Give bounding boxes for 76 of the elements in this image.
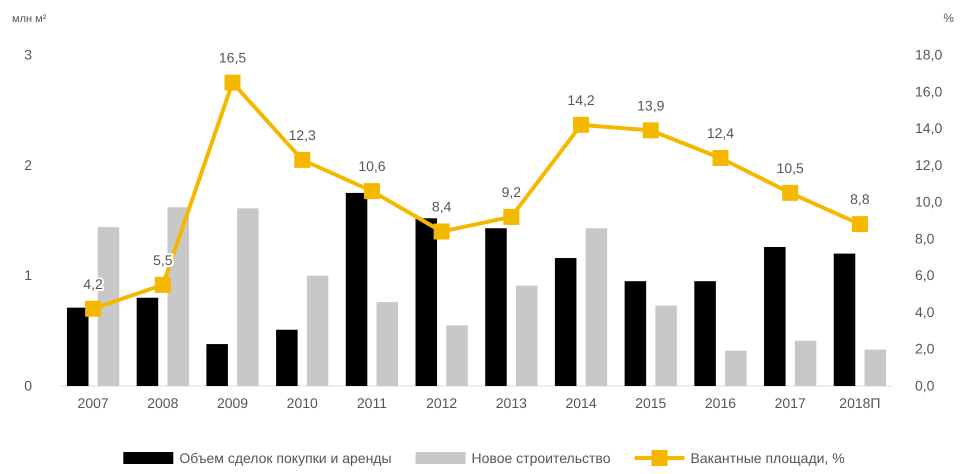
data-label: 8,4 bbox=[432, 198, 452, 215]
x-tick-label: 2012 bbox=[426, 394, 458, 411]
point bbox=[642, 122, 659, 138]
bar bbox=[66, 308, 88, 386]
bar bbox=[346, 192, 368, 386]
data-label: 14,2 bbox=[567, 92, 595, 108]
bar bbox=[694, 281, 716, 386]
x-tick-label: 2014 bbox=[565, 394, 597, 411]
y2-tick-label: 18,0 bbox=[915, 46, 942, 62]
bar bbox=[416, 218, 438, 386]
data-label: 16,5 bbox=[218, 50, 246, 66]
y-tick-label: 2 bbox=[24, 156, 32, 173]
bar bbox=[446, 325, 468, 386]
bar bbox=[794, 340, 816, 386]
data-label: 9,2 bbox=[502, 184, 522, 200]
legend-label: Вакантные площади, % bbox=[690, 450, 845, 466]
point bbox=[503, 208, 520, 225]
bar bbox=[725, 350, 747, 386]
data-label: 10,5 bbox=[776, 160, 804, 176]
data-label: 13,9 bbox=[637, 97, 665, 114]
x-tick-label: 2017 bbox=[774, 394, 806, 411]
x-tick-label: 2007 bbox=[78, 394, 109, 411]
bar bbox=[276, 330, 298, 386]
y2-tick-label: 6,0 bbox=[915, 267, 935, 284]
x-tick-label: 2009 bbox=[216, 394, 248, 411]
legend-label: Новое строительство bbox=[472, 450, 611, 466]
y2-tick-label: 10,0 bbox=[915, 194, 942, 210]
point bbox=[154, 276, 171, 293]
y-axis-title: млн м² bbox=[12, 13, 47, 25]
y2-tick-label: 4,0 bbox=[915, 304, 935, 320]
y2-axis-title: % bbox=[943, 11, 954, 25]
legend-label: Объем сделок покупки и аренды bbox=[179, 450, 392, 466]
point bbox=[364, 183, 380, 200]
y2-tick-label: 8,0 bbox=[915, 230, 935, 246]
x-tick-label: 2018П bbox=[839, 394, 880, 411]
data-label: 4,2 bbox=[83, 276, 104, 292]
bar bbox=[586, 228, 608, 386]
x-tick-label: 2016 bbox=[704, 394, 736, 411]
y2-tick-label: 12,0 bbox=[915, 156, 942, 173]
y2-tick-label: 16,0 bbox=[915, 83, 942, 100]
x-tick-label: 2011 bbox=[356, 394, 388, 411]
point bbox=[434, 224, 450, 240]
x-tick-label: 2008 bbox=[147, 394, 179, 411]
y2-tick-label: 0,0 bbox=[915, 377, 935, 394]
bar bbox=[764, 246, 786, 386]
bar bbox=[376, 302, 398, 386]
bar bbox=[516, 286, 538, 386]
bar bbox=[834, 254, 856, 386]
data-label: 12,3 bbox=[288, 126, 316, 143]
point bbox=[782, 184, 798, 201]
point bbox=[712, 150, 728, 166]
bar bbox=[864, 350, 886, 386]
point bbox=[573, 116, 590, 133]
bar bbox=[306, 276, 328, 386]
x-tick-label: 2013 bbox=[496, 394, 528, 411]
x-tick-label: 2015 bbox=[635, 394, 667, 411]
y2-tick-label: 14,0 bbox=[915, 120, 942, 136]
point bbox=[85, 300, 102, 317]
y-tick-label: 0 bbox=[24, 377, 32, 394]
point bbox=[852, 216, 868, 232]
bar bbox=[624, 281, 646, 386]
bar bbox=[485, 228, 507, 386]
bar bbox=[237, 208, 259, 386]
bar bbox=[655, 305, 677, 386]
point bbox=[294, 152, 310, 168]
y-tick-label: 3 bbox=[24, 46, 32, 62]
bar bbox=[206, 344, 228, 386]
bar bbox=[554, 258, 576, 386]
point bbox=[224, 74, 241, 91]
data-label: 10,6 bbox=[358, 158, 386, 174]
data-label: 12,4 bbox=[706, 124, 734, 141]
x-tick-label: 2010 bbox=[286, 394, 318, 411]
y-tick-label: 1 bbox=[24, 267, 32, 284]
bar bbox=[136, 298, 158, 386]
data-label: 8,8 bbox=[850, 191, 870, 208]
y2-tick-label: 2,0 bbox=[915, 340, 935, 357]
